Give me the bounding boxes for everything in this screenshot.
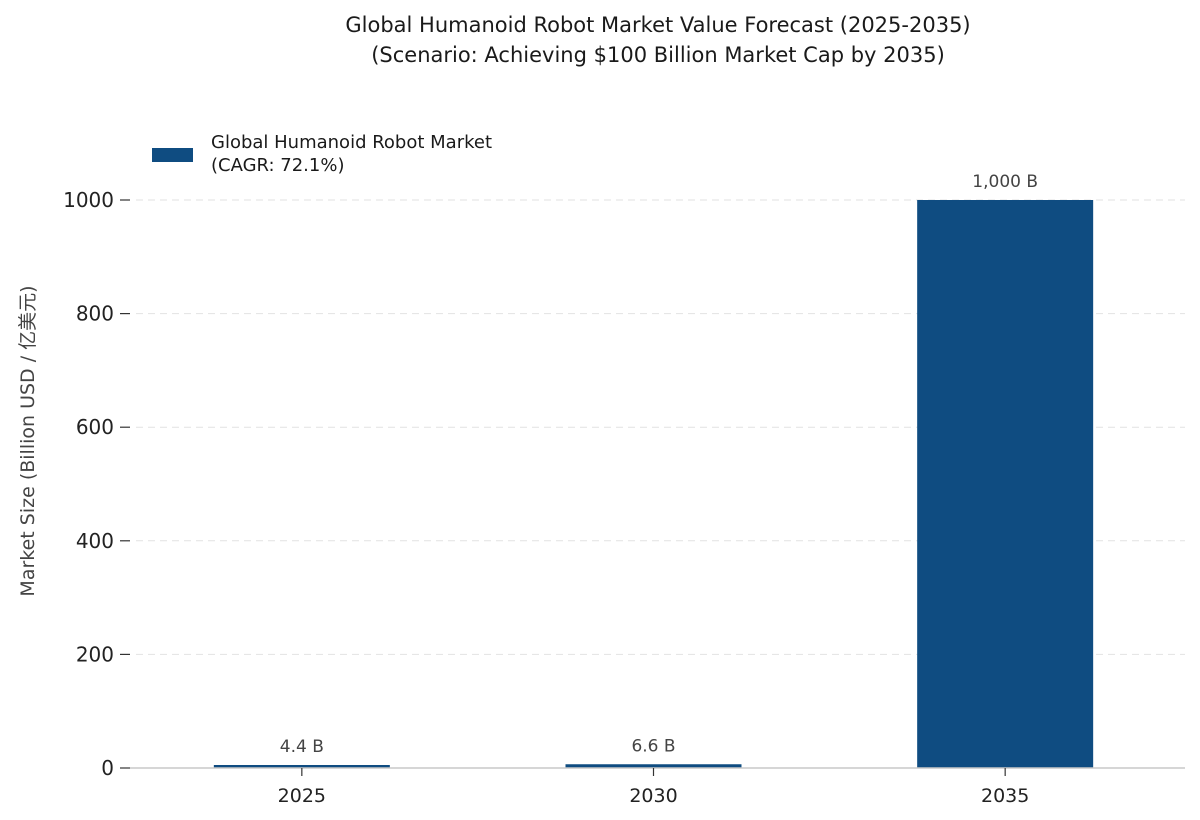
y-tick-label: 200: [76, 642, 114, 666]
bar-2030: [565, 764, 742, 768]
y-tick-label: 0: [101, 756, 114, 780]
y-tick-label: 400: [76, 529, 114, 553]
chart-title-group: Global Humanoid Robot Market Value Forec…: [345, 13, 970, 67]
legend-cagr: (CAGR: 72.1%): [211, 155, 344, 176]
bar-2025: [213, 765, 390, 768]
x-tick-label-2035: 2035: [981, 785, 1029, 807]
data-labels: 4.4 B 6.6 B 1,000 B: [280, 172, 1038, 757]
y-tick-label: 1000: [63, 188, 114, 212]
chart-subtitle: (Scenario: Achieving $100 Billion Market…: [371, 43, 945, 67]
x-axis: 2025 2030 2035: [278, 768, 1029, 807]
chart-title: Global Humanoid Robot Market Value Forec…: [345, 13, 970, 37]
data-label-2025: 4.4 B: [280, 737, 324, 757]
data-label-2030: 6.6 B: [631, 736, 675, 756]
y-axis: 0 200 400 600 800 1000: [63, 188, 130, 780]
bar-2035: [917, 200, 1094, 768]
x-tick-label-2025: 2025: [278, 785, 326, 807]
legend: Global Humanoid Robot Market (CAGR: 72.1…: [152, 132, 492, 176]
y-tick-label: 600: [76, 415, 114, 439]
bars: [213, 200, 1094, 768]
legend-label: Global Humanoid Robot Market: [211, 132, 492, 153]
x-tick-label-2030: 2030: [629, 785, 677, 807]
y-axis-label: Market Size (Billion USD / 亿美元): [17, 285, 39, 596]
data-label-2035: 1,000 B: [972, 172, 1038, 192]
y-tick-label: 800: [76, 302, 114, 326]
grid: [136, 199, 1185, 655]
legend-swatch: [152, 148, 193, 162]
